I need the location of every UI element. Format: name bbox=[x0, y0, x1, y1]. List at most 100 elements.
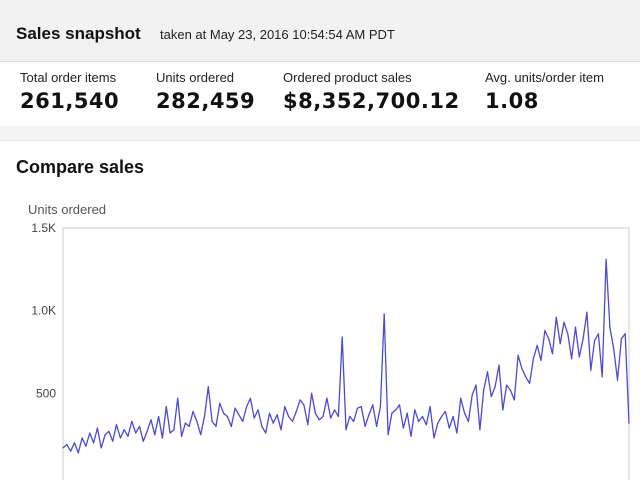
data-point bbox=[303, 404, 305, 406]
data-point bbox=[425, 424, 427, 426]
data-point bbox=[559, 343, 561, 345]
data-point bbox=[318, 419, 320, 421]
data-point bbox=[383, 313, 385, 315]
data-point bbox=[230, 425, 232, 427]
data-point bbox=[115, 424, 118, 426]
data-point bbox=[414, 409, 416, 411]
data-point bbox=[517, 354, 519, 356]
data-point bbox=[456, 432, 458, 434]
data-point bbox=[81, 437, 83, 439]
data-point bbox=[192, 410, 194, 413]
series-points bbox=[62, 258, 630, 454]
data-point bbox=[253, 417, 255, 419]
data-point bbox=[567, 333, 569, 335]
metric-units-ordered: Units ordered 282,459 bbox=[156, 70, 255, 113]
data-point bbox=[486, 371, 489, 373]
data-point bbox=[345, 429, 347, 431]
data-point bbox=[215, 425, 217, 427]
data-point bbox=[605, 258, 607, 260]
data-point bbox=[421, 415, 424, 418]
data-point bbox=[498, 364, 500, 366]
data-point bbox=[123, 429, 125, 431]
units-ordered-chart: Units ordered 1.5K 1.0K 500 bbox=[28, 202, 630, 480]
data-point bbox=[368, 414, 370, 416]
data-point bbox=[288, 415, 290, 418]
metric-label: Ordered product sales bbox=[283, 70, 412, 85]
data-point bbox=[200, 434, 202, 436]
data-point bbox=[586, 311, 588, 313]
data-point bbox=[448, 427, 450, 429]
metric-value: 261,540 bbox=[20, 89, 120, 113]
data-point bbox=[624, 333, 626, 335]
units-ordered-series-line bbox=[62, 258, 630, 454]
compare-sales-title: Compare sales bbox=[16, 157, 145, 177]
data-point bbox=[597, 333, 600, 335]
data-point bbox=[471, 394, 473, 396]
data-point bbox=[529, 382, 531, 384]
data-point bbox=[433, 437, 435, 439]
metric-label: Avg. units/order item bbox=[485, 70, 604, 85]
data-point bbox=[158, 415, 160, 418]
data-point bbox=[574, 326, 577, 328]
data-point bbox=[452, 415, 454, 418]
data-point bbox=[112, 440, 114, 442]
data-point bbox=[89, 432, 91, 434]
data-point bbox=[398, 404, 401, 406]
data-point bbox=[628, 422, 630, 424]
data-point bbox=[464, 412, 466, 414]
data-point bbox=[234, 407, 236, 409]
sales-snapshot-title: Sales snapshot bbox=[16, 24, 141, 43]
data-point bbox=[177, 397, 179, 399]
data-point bbox=[620, 338, 623, 340]
data-point bbox=[395, 409, 397, 411]
data-point bbox=[211, 420, 213, 422]
data-point bbox=[437, 422, 439, 424]
y-tick-label: 500 bbox=[36, 386, 56, 400]
data-point bbox=[314, 412, 316, 414]
data-point bbox=[131, 420, 133, 422]
data-point bbox=[299, 399, 301, 401]
metric-avg-units-per-order-item: Avg. units/order item 1.08 bbox=[485, 70, 604, 113]
data-point bbox=[242, 420, 244, 422]
data-point bbox=[521, 367, 523, 370]
data-point bbox=[506, 384, 508, 386]
data-point bbox=[77, 452, 79, 454]
data-point bbox=[330, 417, 332, 419]
y-tick-label: 1.5K bbox=[31, 221, 56, 235]
data-point bbox=[268, 412, 271, 414]
data-point bbox=[66, 444, 68, 446]
data-point bbox=[188, 425, 190, 427]
data-point bbox=[307, 424, 309, 426]
data-point bbox=[322, 415, 324, 418]
data-point bbox=[184, 422, 186, 424]
data-point bbox=[513, 399, 515, 401]
data-point bbox=[582, 338, 584, 340]
data-point bbox=[173, 429, 175, 431]
data-point bbox=[616, 379, 619, 381]
data-point bbox=[364, 425, 366, 427]
data-point bbox=[207, 386, 209, 388]
y-tick-label: 1.0K bbox=[31, 304, 56, 318]
data-point bbox=[356, 407, 359, 409]
data-point bbox=[295, 410, 297, 413]
data-point bbox=[203, 415, 206, 418]
data-point bbox=[135, 432, 137, 434]
data-point bbox=[613, 348, 615, 350]
data-point bbox=[127, 435, 129, 437]
data-point bbox=[169, 432, 171, 434]
y-axis-label: Units ordered bbox=[28, 202, 106, 217]
data-point bbox=[261, 425, 263, 427]
data-point bbox=[379, 406, 381, 408]
data-point bbox=[142, 440, 144, 442]
metric-value: 282,459 bbox=[156, 89, 256, 113]
data-point bbox=[418, 420, 420, 422]
data-point bbox=[410, 435, 412, 437]
sales-snapshot-header: Sales snapshot taken at May 23, 2016 10:… bbox=[0, 0, 640, 62]
data-point bbox=[161, 437, 163, 439]
data-point bbox=[249, 397, 251, 399]
data-point bbox=[532, 358, 535, 360]
data-point bbox=[563, 321, 565, 323]
data-point bbox=[349, 415, 351, 418]
data-point bbox=[85, 445, 87, 447]
data-point bbox=[391, 412, 393, 414]
